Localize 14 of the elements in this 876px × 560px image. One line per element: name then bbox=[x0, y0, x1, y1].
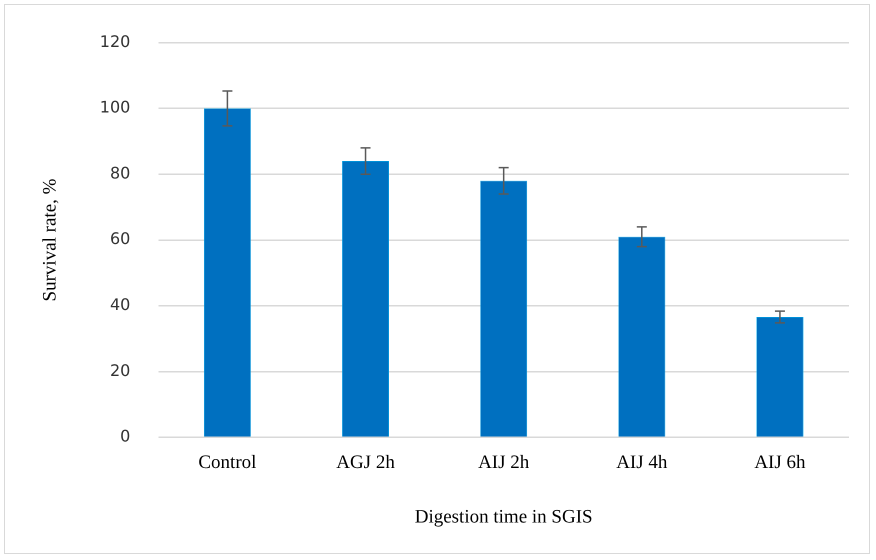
y-tick-label: 0 bbox=[120, 426, 130, 446]
x-tick-label: AIJ 4h bbox=[616, 452, 668, 473]
x-tick-label: AIJ 6h bbox=[754, 452, 806, 473]
y-tick-label: 120 bbox=[100, 32, 130, 51]
y-tick-label: 100 bbox=[100, 98, 130, 117]
y-tick-label: 40 bbox=[110, 294, 130, 314]
y-axis-title: Survival rate, % bbox=[39, 178, 60, 302]
y-tick-label: 60 bbox=[110, 229, 130, 248]
y-tick-label: 20 bbox=[110, 360, 130, 380]
x-axis-title: Digestion time in SGIS bbox=[414, 506, 593, 528]
y-tick-label: 80 bbox=[110, 163, 130, 182]
x-tick-label: Control bbox=[198, 452, 256, 473]
x-tick-label: AGJ 2h bbox=[336, 452, 396, 473]
x-tick-label: AIJ 2h bbox=[478, 452, 530, 473]
